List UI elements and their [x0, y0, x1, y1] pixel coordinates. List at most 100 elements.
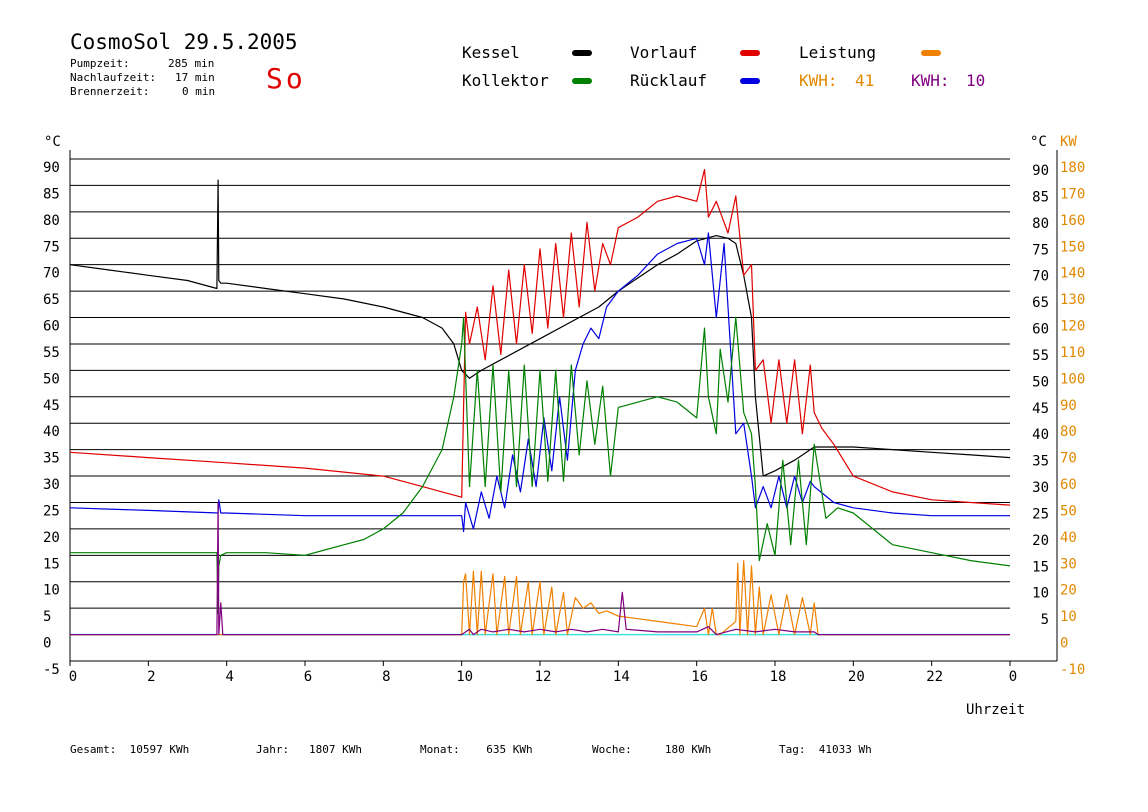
legend-ruecklauf-label: Rücklauf	[630, 71, 708, 90]
y-tick-label-right-celsius: 90	[1032, 163, 1049, 179]
y-tick-label-left: 60	[43, 319, 60, 335]
x-tick-label: 20	[848, 669, 865, 685]
legend-kwh2-label: KWH:	[911, 71, 950, 90]
x-tick-label: 0	[1009, 669, 1017, 685]
y-tick-label-right-kw: 40	[1060, 530, 1077, 546]
stat-label-brennerzeit: Brennerzeit:	[70, 85, 150, 98]
series-line-r-cklauf	[69, 232, 1010, 533]
y-tick-label-left: 15	[43, 556, 60, 572]
series-line-kollektor	[70, 316, 1011, 615]
footer-jahr: Jahr: 1807 KWh	[256, 743, 362, 756]
legend-vorlauf-swatch	[740, 50, 760, 56]
y-tick-label-right-kw: 60	[1060, 477, 1077, 493]
series-line-vorlauf	[69, 169, 1011, 506]
y-tick-label-right-kw: 150	[1060, 239, 1085, 255]
legend-kwh1-label: KWH:	[799, 71, 838, 90]
y-tick-label-left: 55	[43, 345, 60, 361]
y-tick-label-right-kw: 10	[1060, 609, 1077, 625]
stat-value-pumpzeit: 285 min	[168, 57, 215, 70]
y-tick-label-left: 70	[43, 266, 60, 282]
x-tick-label: 2	[147, 669, 155, 685]
y-tick-label-right-celsius: 75	[1032, 242, 1049, 258]
y-tick-label-left: 80	[43, 213, 60, 229]
y-tick-label-right-celsius: 85	[1032, 189, 1049, 205]
y-tick-label-right-kw: 120	[1060, 319, 1085, 335]
legend-leistung-swatch	[921, 50, 941, 56]
y-tick-label-left: 65	[43, 292, 60, 308]
stat-value-nachlaufzeit: 17 min	[175, 71, 215, 84]
x-tick-label: 16	[691, 669, 708, 685]
y-tick-label-right-kw: 70	[1060, 451, 1077, 467]
y-axis-label-right-kw: KW	[1060, 134, 1077, 150]
stat-label-nachlaufzeit: Nachlaufzeit:	[70, 71, 157, 84]
series-line-leistung	[70, 559, 1010, 636]
y-tick-label-left: 30	[43, 477, 60, 493]
footer-tag: Tag: 41033 Wh	[779, 743, 872, 756]
y-tick-label-left: 25	[43, 503, 60, 519]
y-tick-label-right-kw: -10	[1060, 662, 1085, 678]
stat-value-brennerzeit: 0 min	[182, 85, 216, 98]
legend-kollektor-swatch	[572, 78, 592, 84]
y-tick-label-right-celsius: 80	[1032, 216, 1049, 232]
y-tick-label-right-kw: 100	[1060, 371, 1085, 387]
y-tick-label-right-celsius: 40	[1032, 427, 1049, 443]
y-tick-label-left: 20	[43, 530, 60, 546]
x-tick-label: 4	[225, 669, 233, 685]
y-tick-label-right-celsius: 25	[1032, 506, 1049, 522]
y-tick-label-left: 90	[43, 160, 60, 176]
x-tick-label: 8	[382, 669, 390, 685]
x-tick-label: 12	[535, 669, 552, 685]
y-axis-label-right-celsius: °C	[1030, 134, 1047, 150]
footer-woche: Woche: 180 KWh	[592, 743, 712, 756]
y-tick-label-right-kw: 80	[1060, 424, 1077, 440]
stat-label-pumpzeit: Pumpzeit:	[70, 57, 130, 70]
footer-gesamt: Gesamt: 10597 KWh	[70, 743, 190, 756]
x-tick-label: 0	[69, 669, 77, 685]
y-tick-label-right-kw: 90	[1060, 398, 1077, 414]
y-tick-label-right-kw: 180	[1060, 160, 1085, 176]
legend-leistung-label: Leistung	[799, 43, 877, 62]
y-tick-label-left: -5	[43, 662, 60, 678]
y-tick-label-right-celsius: 20	[1032, 533, 1049, 549]
y-tick-label-left: 5	[43, 609, 51, 625]
y-tick-label-right-celsius: 70	[1032, 269, 1049, 285]
y-tick-label-right-kw: 170	[1060, 186, 1085, 202]
legend-kessel-swatch	[572, 50, 592, 56]
x-axis-label: Uhrzeit	[966, 702, 1025, 718]
x-tick-label: 22	[926, 669, 943, 685]
y-tick-label-right-celsius: 10	[1032, 586, 1049, 602]
legend-kwh2-value: 10	[966, 71, 986, 90]
x-tick-label: 14	[613, 669, 630, 685]
x-tick-label: 18	[770, 669, 787, 685]
legend-vorlauf-label: Vorlauf	[630, 43, 698, 62]
chart-title: CosmoSol 29.5.2005	[70, 30, 298, 54]
weekday-label: So	[266, 62, 306, 95]
y-tick-label-left: 10	[43, 583, 60, 599]
x-tick-label: 6	[304, 669, 312, 685]
y-tick-label-left: 35	[43, 451, 60, 467]
y-tick-label-left: 45	[43, 398, 60, 414]
y-tick-label-right-celsius: 65	[1032, 295, 1049, 311]
y-tick-label-right-kw: 0	[1060, 636, 1068, 652]
y-tick-label-right-celsius: 55	[1032, 348, 1049, 364]
x-tick-label: 10	[456, 669, 473, 685]
y-tick-label-left: 40	[43, 424, 60, 440]
y-tick-label-right-celsius: 30	[1032, 480, 1049, 496]
footer-monat: Monat: 635 KWh	[420, 743, 533, 756]
y-tick-label-right-celsius: 5	[1041, 612, 1049, 628]
y-tick-label-right-kw: 30	[1060, 556, 1077, 572]
y-tick-label-right-celsius: 60	[1032, 322, 1049, 338]
y-tick-label-right-kw: 50	[1060, 503, 1077, 519]
y-tick-label-left: 85	[43, 186, 60, 202]
y-tick-label-right-kw: 130	[1060, 292, 1085, 308]
y-tick-label-right-celsius: 35	[1032, 454, 1049, 470]
legend-kollektor-label: Kollektor	[462, 71, 549, 90]
y-tick-label-right-celsius: 50	[1032, 374, 1049, 390]
y-tick-label-right-celsius: 15	[1032, 559, 1049, 575]
legend-kwh1-value: 41	[855, 71, 875, 90]
y-tick-label-left: 50	[43, 371, 60, 387]
legend-ruecklauf-swatch	[740, 78, 760, 84]
y-tick-label-right-kw: 20	[1060, 583, 1077, 599]
y-tick-label-right-kw: 140	[1060, 266, 1085, 282]
